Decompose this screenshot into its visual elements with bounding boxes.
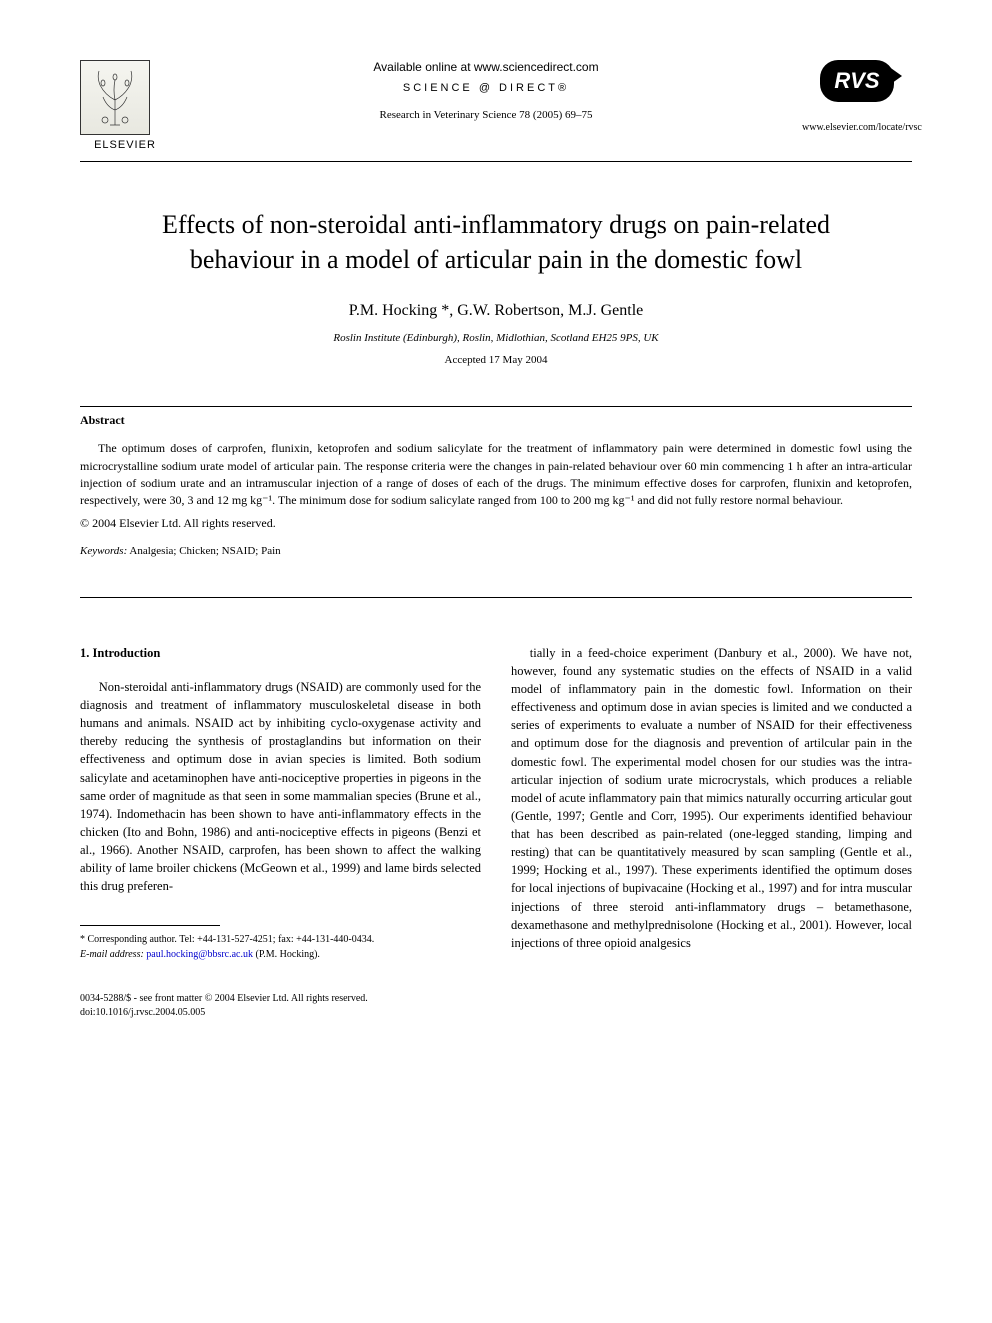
available-online-text: Available online at www.sciencedirect.co… [190, 60, 782, 74]
email-suffix: (P.M. Hocking). [253, 949, 320, 960]
elsevier-tree-icon [80, 60, 150, 135]
column-right: tially in a feed-choice experiment (Danb… [511, 644, 912, 963]
footnote-separator [80, 925, 220, 926]
footnote-email-line: E-mail address: paul.hocking@bbsrc.ac.uk… [80, 947, 481, 962]
abstract-body: The optimum doses of carprofen, flunixin… [80, 440, 912, 510]
footnote-corresponding: * Corresponding author. Tel: +44-131-527… [80, 932, 481, 947]
article-title: Effects of non-steroidal anti-inflammato… [120, 207, 872, 277]
section-heading-introduction: 1. Introduction [80, 644, 481, 662]
abstract-copyright: © 2004 Elsevier Ltd. All rights reserved… [80, 516, 912, 531]
article-authors: P.M. Hocking *, G.W. Robertson, M.J. Gen… [80, 302, 912, 320]
corresponding-email[interactable]: paul.hocking@bbsrc.ac.uk [146, 949, 253, 960]
publisher-name: ELSEVIER [80, 139, 170, 151]
journal-reference: Research in Veterinary Science 78 (2005)… [190, 109, 782, 121]
journal-logo: RVS www.elsevier.com/locate/rvsc [802, 60, 912, 133]
publisher-logo: ELSEVIER [80, 60, 170, 151]
footer-front-matter: 0034-5288/$ - see front matter © 2004 El… [80, 992, 912, 1006]
journal-url: www.elsevier.com/locate/rvsc [802, 122, 912, 133]
article-affiliation: Roslin Institute (Edinburgh), Roslin, Mi… [80, 332, 912, 344]
page-footer: 0034-5288/$ - see front matter © 2004 El… [80, 992, 912, 1020]
body-paragraph-left: Non-steroidal anti-inflammatory drugs (N… [80, 678, 481, 896]
body-columns: 1. Introduction Non-steroidal anti-infla… [80, 644, 912, 963]
header-center: Available online at www.sciencedirect.co… [170, 60, 802, 121]
accepted-date: Accepted 17 May 2004 [80, 354, 912, 366]
keywords-line: Keywords: Analgesia; Chicken; NSAID; Pai… [80, 545, 912, 557]
email-label: E-mail address: [80, 949, 144, 960]
corresponding-author-footnote: * Corresponding author. Tel: +44-131-527… [80, 932, 481, 962]
abstract-heading: Abstract [80, 413, 912, 428]
abstract-top-divider [80, 406, 912, 407]
keywords-label: Keywords: [80, 545, 127, 557]
footer-doi: doi:10.1016/j.rvsc.2004.05.005 [80, 1006, 912, 1020]
rvs-badge: RVS [820, 60, 893, 102]
page-header: ELSEVIER Available online at www.science… [80, 60, 912, 151]
keywords-value: Analgesia; Chicken; NSAID; Pain [127, 545, 280, 557]
body-paragraph-right: tially in a feed-choice experiment (Danb… [511, 644, 912, 952]
column-left: 1. Introduction Non-steroidal anti-infla… [80, 644, 481, 963]
sciencedirect-logo: SCIENCE @ DIRECT® [190, 82, 782, 94]
header-divider [80, 161, 912, 162]
abstract-bottom-divider [80, 597, 912, 598]
